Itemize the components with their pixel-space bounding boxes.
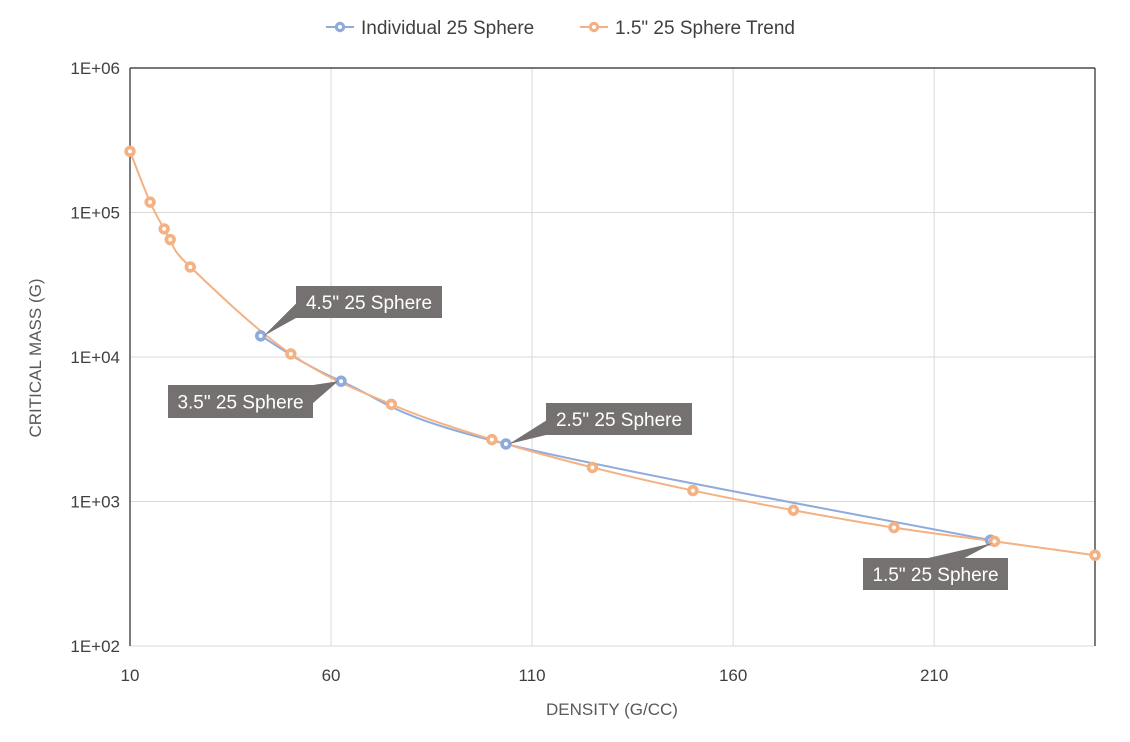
legend-item: 1.5" 25 Sphere Trend: [580, 18, 795, 39]
callout: 4.5" 25 Sphere: [263, 286, 442, 336]
data-point-center: [168, 237, 173, 242]
y-tick-label: 1E+04: [70, 348, 120, 367]
data-point-center: [258, 333, 263, 338]
data-point-center: [148, 200, 153, 205]
callout-pointer: [313, 381, 339, 404]
legend-marker-center: [592, 25, 596, 29]
callout: 3.5" 25 Sphere: [168, 381, 339, 418]
x-tick-label: 60: [322, 666, 341, 685]
data-point-center: [389, 402, 394, 407]
markers-trend: [124, 145, 1101, 561]
y-axis-title: CRITICAL MASS (G): [26, 279, 45, 438]
callout-box: [546, 403, 692, 435]
data-point-center: [288, 351, 293, 356]
series-layer: [124, 145, 1101, 561]
callout-pointer: [928, 543, 993, 558]
data-point-center: [690, 488, 695, 493]
data-point-center: [590, 465, 595, 470]
x-tick-label: 210: [920, 666, 948, 685]
callout-label: 1.5" 25 Sphere: [872, 565, 998, 586]
data-point-center: [1093, 553, 1097, 558]
data-point-center: [791, 508, 796, 513]
y-tick-label: 1E+05: [70, 204, 120, 223]
data-point-center: [339, 379, 344, 384]
x-tick-label: 160: [719, 666, 747, 685]
callout-label: 4.5" 25 Sphere: [306, 293, 432, 314]
callout: 2.5" 25 Sphere: [508, 403, 692, 444]
x-tick-label: 110: [519, 666, 546, 685]
legend-label: 1.5" 25 Sphere Trend: [615, 18, 795, 39]
y-tick-label: 1E+02: [70, 637, 120, 656]
data-point-center: [489, 437, 494, 442]
data-point-center: [891, 525, 896, 530]
callout-pointer: [508, 420, 546, 444]
callout-pointer: [263, 303, 296, 336]
legend-label: Individual 25 Sphere: [361, 18, 534, 39]
callout-box: [863, 558, 1008, 590]
x-tick-label: 10: [121, 666, 140, 685]
x-axis-title: DENSITY (G/CC): [546, 700, 678, 719]
callouts: 4.5" 25 Sphere 3.5" 25 Sphere 2.5" 25 Sphe…: [168, 286, 1008, 590]
legend-marker-center: [338, 25, 342, 29]
callout-label: 2.5" 25 Sphere: [556, 410, 682, 431]
callout-box: [168, 385, 313, 418]
data-point-center: [992, 539, 997, 544]
callout: 1.5" 25 Sphere: [863, 543, 1008, 590]
legend: Individual 25 Sphere 1.5" 25 Sphere Trend: [326, 18, 795, 39]
data-point-center: [128, 149, 132, 154]
data-point-center: [162, 226, 167, 231]
data-point-center: [503, 441, 508, 446]
data-point-center: [188, 264, 193, 269]
legend-item: Individual 25 Sphere: [326, 18, 534, 39]
y-tick-label: 1E+03: [70, 493, 120, 512]
callout-box: [296, 286, 442, 318]
y-tick-label: 1E+06: [70, 59, 120, 78]
axes: 1E+02 1E+03 1E+04 1E+05 1E+06 10 60 110 160 210: [70, 59, 1096, 685]
callout-label: 3.5" 25 Sphere: [177, 393, 303, 414]
